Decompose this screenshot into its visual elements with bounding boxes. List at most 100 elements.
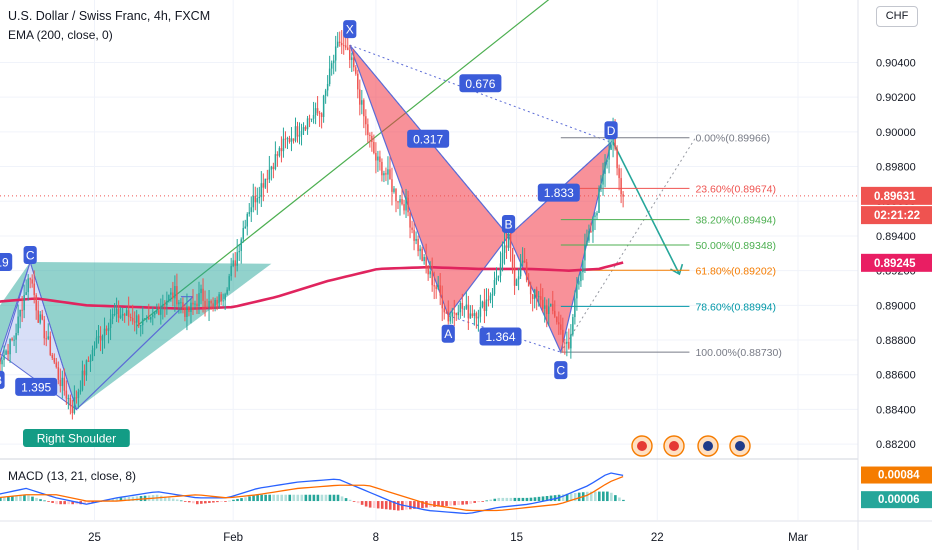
macd-histogram-bar — [445, 501, 448, 506]
candle-body — [457, 312, 460, 316]
macd-histogram-bar — [525, 497, 529, 502]
macd-histogram-bar — [187, 501, 191, 503]
macd-histogram-bar — [159, 495, 163, 502]
axes[interactable]: 0.904000.902000.900000.898000.896000.894… — [88, 57, 932, 544]
macd-histogram-bar — [131, 496, 135, 502]
candle-body — [61, 377, 64, 387]
candle-body — [298, 134, 301, 137]
harmonic-bcd-triangle — [507, 140, 613, 355]
candle-body — [312, 115, 315, 119]
candle-body — [525, 262, 528, 281]
candle-body — [192, 302, 194, 305]
candle-body — [196, 303, 198, 307]
candle-body — [23, 294, 25, 311]
macd-histogram-bar — [312, 494, 316, 502]
candle-body — [248, 212, 251, 214]
candle-body — [294, 126, 297, 141]
candle-body — [495, 277, 498, 281]
candle-body — [596, 212, 598, 216]
candle-body — [401, 199, 403, 205]
candle-body — [148, 317, 150, 320]
candle-body — [228, 276, 230, 290]
chart-title: U.S. Dollar / Swiss Franc, 4h, FXCM — [8, 9, 211, 23]
candle-body — [548, 306, 550, 314]
time-tick-label: 22 — [651, 532, 664, 544]
time-tick-label: 15 — [510, 532, 523, 544]
candle-body — [188, 306, 190, 312]
fib-level-label: 23.60%(0.89674) — [695, 183, 776, 195]
macd-histogram-bar — [220, 501, 223, 502]
candle-body — [391, 179, 393, 192]
candle-body — [286, 138, 289, 140]
candle-body — [224, 294, 226, 301]
candle-body — [395, 188, 397, 202]
macd-histogram-bar — [191, 501, 195, 504]
macd-histogram-bar — [83, 501, 87, 505]
candle-body — [383, 173, 385, 176]
candle-body — [27, 278, 29, 293]
candle-body — [160, 306, 162, 315]
candle-body — [266, 178, 269, 180]
pattern-point-c-bg — [554, 361, 568, 380]
chart-events[interactable] — [631, 435, 751, 457]
candle-body — [150, 316, 152, 320]
pattern-point-d: D — [607, 124, 616, 138]
pattern-ratio: 0.317 — [413, 132, 443, 146]
candle-body — [330, 63, 333, 69]
candle-body — [507, 232, 510, 248]
candle-body — [602, 173, 604, 185]
candle-body — [554, 310, 556, 317]
candle-body — [590, 231, 592, 233]
candle-body — [552, 303, 554, 311]
candle-body — [168, 294, 170, 301]
macd-histogram-bar — [208, 501, 211, 503]
candle-body — [582, 260, 584, 273]
candle-body — [51, 354, 54, 358]
candle-body — [560, 324, 562, 330]
candle-body — [493, 280, 496, 294]
candle-body — [349, 49, 351, 61]
macd-histogram-bar — [107, 499, 111, 502]
candle-body — [574, 298, 576, 318]
candle-body — [517, 276, 520, 280]
currency-button[interactable]: CHF — [876, 6, 918, 27]
macd-histogram-bar — [316, 494, 320, 502]
macd-histogram-bar — [163, 496, 167, 502]
candle-body — [562, 329, 564, 343]
macd-histogram-bar — [481, 501, 485, 502]
candle-body — [146, 317, 148, 319]
left-pattern-label-bg — [0, 252, 13, 271]
macd-histogram-bar — [425, 501, 428, 508]
macd-histogram-bar — [569, 493, 573, 502]
fib-level-label: 78.60%(0.88994) — [695, 301, 776, 313]
candle-body — [471, 313, 474, 317]
candle-body — [103, 328, 106, 336]
candle-body — [242, 228, 244, 240]
candle-body — [141, 318, 144, 326]
macd-legend: MACD (13, 21, close, 8) — [8, 469, 137, 483]
candle-body — [55, 362, 58, 368]
candle-body — [11, 338, 13, 341]
candle-body — [7, 350, 9, 355]
candle-body — [519, 262, 522, 277]
candle-body — [49, 336, 52, 355]
candle-body — [164, 304, 166, 306]
candle-body — [389, 169, 391, 180]
right-shoulder-label: Right Shoulder — [37, 432, 116, 446]
candle-body — [139, 325, 142, 327]
candle-body — [342, 45, 345, 47]
fib-retracement[interactable]: 0.00%(0.89966) 23.60%(0.89674) 38.20%(0.89… — [0, 133, 858, 359]
macd-histogram-bar — [284, 494, 288, 502]
macd-histogram-bar — [67, 501, 70, 505]
candle-body — [610, 144, 612, 150]
price-badge-bg — [861, 253, 932, 272]
candle-body — [425, 257, 427, 268]
macd-histogram-bar — [260, 494, 263, 502]
macd-histogram-bar — [111, 498, 115, 502]
macd-histogram-bar — [614, 495, 617, 502]
candle-body — [238, 251, 240, 253]
candle-body — [101, 335, 104, 341]
macd-histogram-bar — [441, 501, 444, 507]
macd-histogram-bar — [332, 494, 336, 502]
